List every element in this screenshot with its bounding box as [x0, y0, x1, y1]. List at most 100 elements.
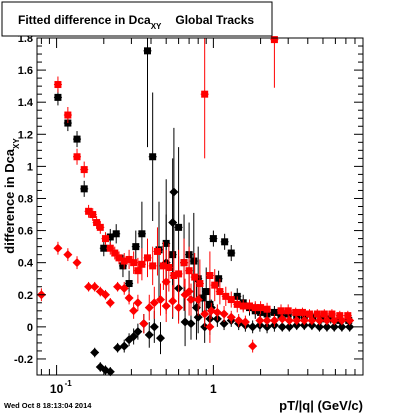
data-point-diamond: [193, 312, 203, 322]
data-point-diamond: [205, 322, 215, 332]
data-point-square: [292, 308, 300, 316]
title-box: [1, 1, 273, 37]
data-point-diamond: [129, 331, 139, 341]
data-point-square: [93, 219, 101, 227]
data-point-diamond: [345, 322, 355, 332]
y-tick-label: 0: [27, 322, 33, 334]
data-point-diamond: [168, 296, 178, 306]
data-point-square: [222, 292, 230, 300]
data-point-square: [73, 135, 81, 143]
data-point-square: [119, 262, 127, 270]
data-point-square: [221, 238, 229, 246]
data-point-diamond: [113, 343, 123, 353]
data-point-diamond: [156, 333, 166, 343]
data-point-diamond: [307, 315, 317, 325]
data-point-square: [201, 90, 209, 98]
data-point-diamond: [119, 341, 129, 351]
data-point-square: [313, 310, 321, 318]
data-point-square: [216, 288, 224, 296]
data-point-square: [106, 233, 114, 241]
data-point-square: [111, 249, 119, 257]
data-point-diamond: [329, 315, 339, 325]
data-point-diamond: [129, 306, 139, 316]
data-point-square: [54, 93, 62, 101]
y-axis-label: difference in DcaXY: [2, 138, 21, 254]
data-point-diamond: [161, 277, 171, 287]
data-point-diamond: [139, 319, 149, 329]
data-point-square: [263, 305, 271, 313]
data-point-diamond: [255, 315, 265, 325]
data-point-square: [175, 270, 183, 278]
data-point-square: [180, 259, 188, 267]
data-point-square: [344, 312, 352, 320]
data-point-square: [270, 308, 278, 316]
data-point-square: [120, 257, 128, 265]
data-point-diamond: [277, 322, 287, 332]
y-tick-label: 1: [27, 161, 33, 173]
svg-text:difference in DcaXY: difference in DcaXY: [2, 138, 21, 254]
data-point-diamond: [314, 322, 324, 332]
data-point-square: [159, 262, 167, 270]
data-point-diamond: [84, 282, 94, 292]
data-point-square: [251, 304, 259, 312]
data-point-square: [149, 153, 157, 161]
data-point-square: [227, 249, 235, 257]
series-2: [53, 36, 352, 321]
y-tick-label: -0.2: [14, 354, 33, 366]
data-point-square: [125, 255, 133, 263]
data-point-square: [239, 302, 247, 310]
y-tick-label: 1.6: [18, 65, 33, 77]
data-point-diamond: [284, 322, 294, 332]
data-point-square: [215, 275, 223, 283]
data-point-square: [149, 262, 157, 270]
data-point-square: [89, 211, 97, 219]
data-point-square: [100, 244, 108, 252]
data-point-square: [138, 260, 146, 268]
data-point-square: [143, 47, 151, 55]
data-point-square: [80, 166, 88, 174]
data-point-diamond: [133, 327, 143, 337]
data-point-square: [96, 223, 104, 231]
data-point-square: [80, 185, 88, 193]
data-point-diamond: [329, 322, 339, 332]
data-point-diamond: [90, 282, 100, 292]
x-tick-label: 10: [50, 382, 64, 396]
data-point-square: [132, 243, 140, 251]
data-point-square: [190, 257, 198, 265]
data-point-square: [165, 263, 173, 271]
data-point-square: [85, 207, 93, 215]
data-point-square: [130, 259, 138, 267]
data-point-diamond: [156, 295, 166, 305]
data-point-diamond: [212, 307, 222, 317]
data-point-square: [101, 235, 109, 243]
data-point-diamond: [200, 309, 210, 319]
data-point-square: [198, 294, 206, 302]
data-point-square: [277, 307, 285, 315]
data-point-diamond: [186, 319, 196, 329]
data-point-square: [73, 153, 81, 161]
data-point-square: [134, 267, 142, 275]
data-point-diamond: [234, 315, 244, 325]
data-point-diamond: [149, 298, 159, 308]
data-point-square: [64, 111, 72, 119]
data-point-square: [206, 272, 214, 280]
data-point-diamond: [284, 315, 294, 325]
data-point-diamond: [174, 303, 184, 313]
data-point-square: [227, 296, 235, 304]
data-point-square: [209, 235, 217, 243]
data-point-diamond: [105, 367, 115, 377]
data-point-diamond: [144, 303, 154, 313]
data-point-diamond: [292, 315, 302, 325]
data-point-square: [138, 230, 146, 238]
data-point-diamond: [262, 315, 272, 325]
chart-title: Fitted difference in DcaXY Global Tracks: [18, 13, 254, 31]
data-point-diamond: [144, 330, 154, 340]
axes: -0.200.20.40.60.811.21.41.61.810 -1 1: [14, 33, 364, 396]
data-point-square: [327, 315, 335, 323]
data-point-square: [54, 81, 62, 89]
timestamp: Wed Oct 8 18:13:04 2014: [4, 401, 92, 410]
data-point-diamond: [269, 315, 279, 325]
data-point-square: [153, 247, 161, 255]
data-point-square: [284, 307, 292, 315]
